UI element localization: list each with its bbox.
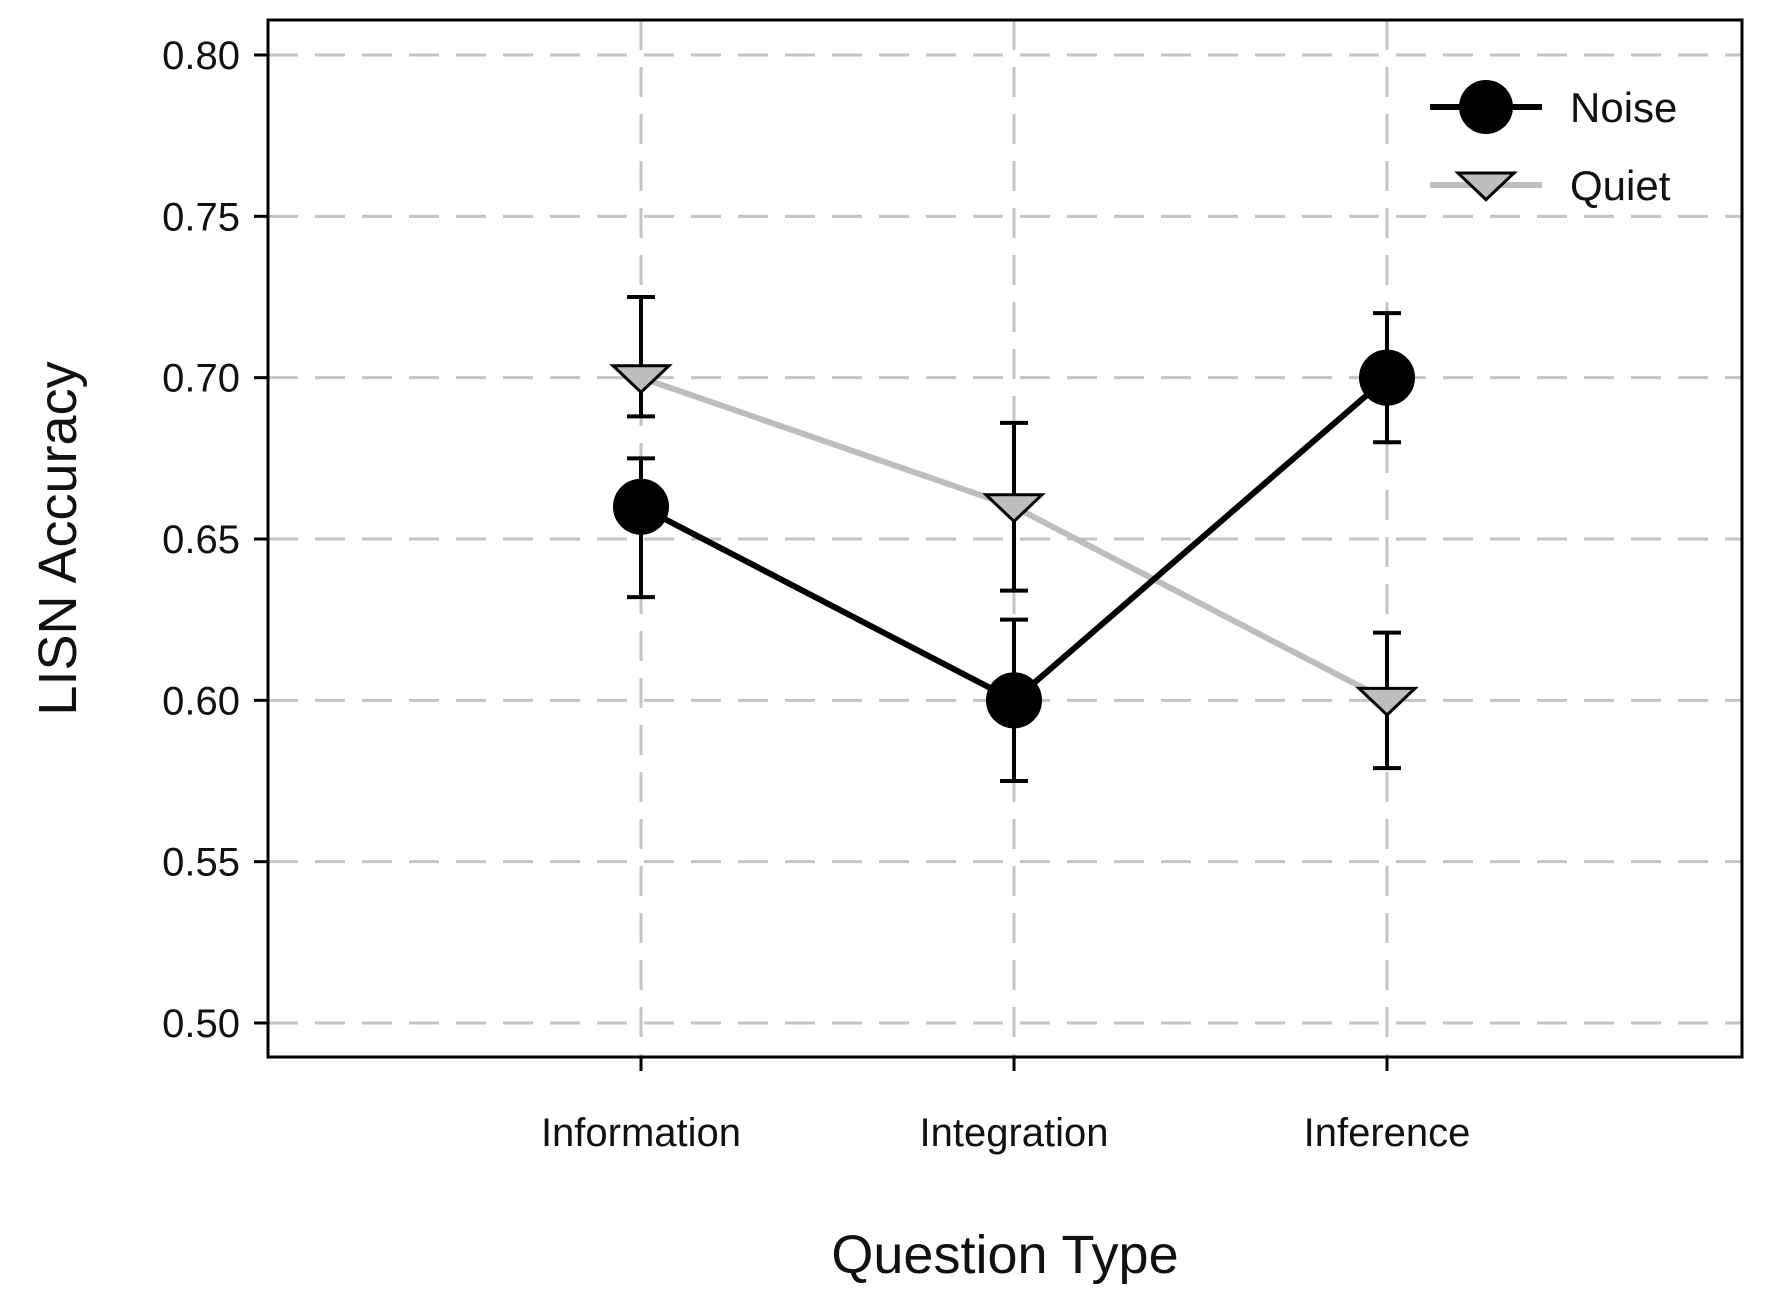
legend: Noise Quiet xyxy=(1430,80,1677,209)
plot-frame xyxy=(266,18,1744,1059)
x-tick-label: Information xyxy=(541,1111,741,1155)
grid-lines xyxy=(268,20,1742,1057)
legend-marker xyxy=(1459,80,1513,134)
error-bar-quiet xyxy=(627,295,655,419)
x-axis: Information Integration Inference xyxy=(541,1057,1470,1155)
x-axis-title: Question Type xyxy=(831,1225,1178,1285)
data-point-noise xyxy=(1359,349,1415,406)
y-tick-label: 0.70 xyxy=(162,357,240,401)
y-tick-label: 0.50 xyxy=(162,1002,240,1046)
y-axis: 0.50 0.55 0.60 0.65 0.70 0.75 0.80 xyxy=(162,34,268,1046)
data-point-noise xyxy=(613,478,669,535)
x-tick-label: Inference xyxy=(1304,1111,1471,1155)
data-markers xyxy=(609,349,1419,729)
y-tick-label: 0.60 xyxy=(162,679,240,723)
y-axis-title: LISN Accuracy xyxy=(28,361,88,715)
legend-item-noise: Noise xyxy=(1430,80,1677,134)
y-tick-label: 0.65 xyxy=(162,518,240,562)
legend-item-quiet: Quiet xyxy=(1430,162,1671,209)
x-tick-label: Integration xyxy=(919,1111,1108,1155)
data-point-noise xyxy=(986,672,1042,729)
data-point-quiet xyxy=(1355,686,1419,718)
data-point-quiet xyxy=(609,364,673,395)
y-tick-label: 0.80 xyxy=(162,34,240,78)
legend-label: Quiet xyxy=(1570,162,1671,209)
legend-marker xyxy=(1454,171,1518,202)
error-bars xyxy=(627,295,1401,783)
y-tick-label: 0.75 xyxy=(162,195,240,239)
data-point-quiet xyxy=(982,493,1046,524)
legend-label: Noise xyxy=(1570,84,1677,131)
y-tick-label: 0.55 xyxy=(162,841,240,885)
